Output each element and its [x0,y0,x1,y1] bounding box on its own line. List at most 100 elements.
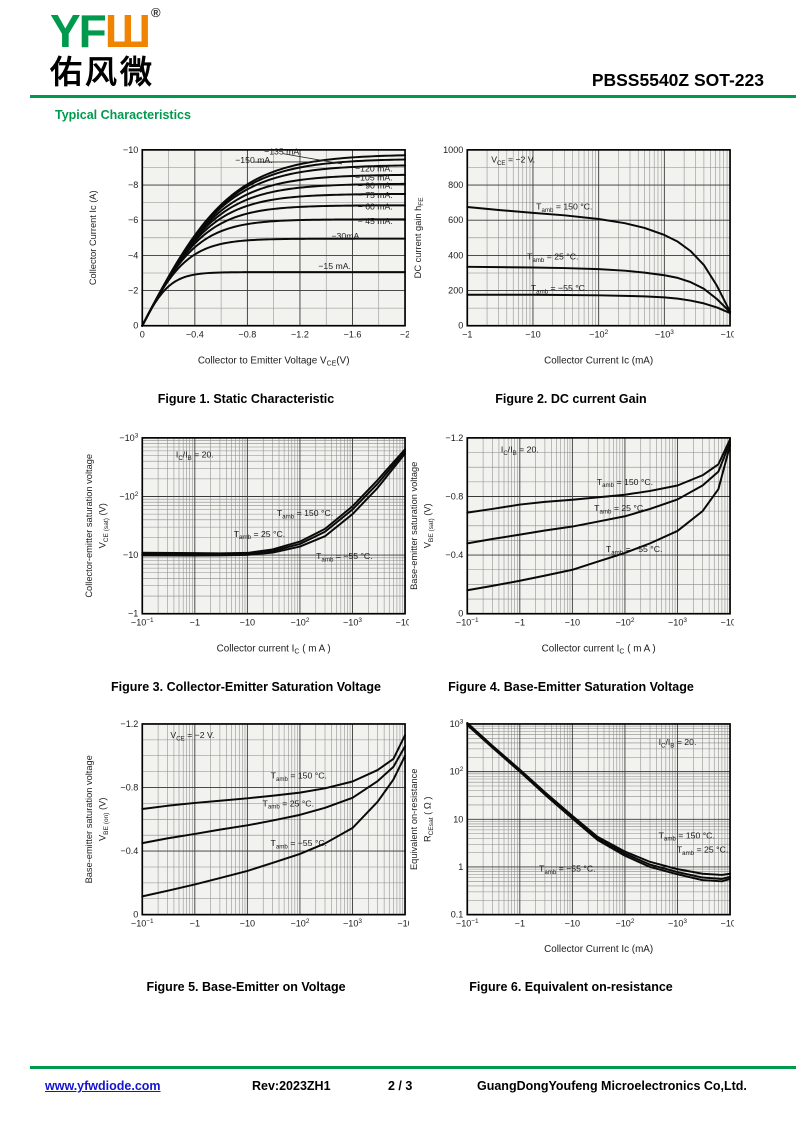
svg-text:600: 600 [448,215,463,225]
svg-text:IC/IB = 20.: IC/IB = 20. [501,445,539,457]
figure-2-chart: −1 −10 −102 −103 −104 0 200 400 600 800 1000 VCE = … [408,138,734,387]
svg-text:−103: −103 [655,329,674,339]
svg-text:−1: −1 [190,618,200,628]
figure-3-chart: −10−1−1−10−102−103−104−1−10−102−103IC/IB… [83,426,409,675]
svg-text:400: 400 [448,250,463,260]
svg-text:Base-emitter saturation voltag: Base-emitter saturation voltage [84,755,94,883]
svg-text:0: 0 [133,321,138,331]
svg-text:− 45 mA.: − 45 mA. [358,216,393,226]
svg-text:102: 102 [450,766,464,776]
revision-label: Rev:2023ZH1 [252,1079,331,1093]
logo-u-glyph: Ш [104,5,152,57]
logo-yf-text: YF [50,5,107,57]
svg-text:−1.2: −1.2 [445,433,463,443]
svg-text:−2: −2 [400,330,409,340]
svg-text:−135 mA.: −135 mA. [264,147,301,157]
svg-text:−10: −10 [565,918,580,928]
figure-1-chart: 0−0.4−0.8−1.2−1.6−20−2−4−6−8−10−135 mA.−… [83,138,409,387]
svg-text:− 75 mA.: − 75 mA. [358,190,393,200]
figure-5-chart: −10−1 −1 −10 −102 −103 −10 0 −0.4 −0.8 −1.2 VCE = … [83,712,409,975]
svg-text:−1: −1 [128,609,138,619]
svg-text:Tamb = 150 °C.: Tamb = 150 °C. [659,830,715,842]
svg-text:−0.4: −0.4 [445,550,463,560]
svg-text:−103: −103 [119,432,138,442]
svg-text:−0.8: −0.8 [445,491,463,501]
svg-text:−102: −102 [119,491,138,501]
svg-text:−10: −10 [397,918,409,928]
logo-chinese-name: 佑风微 [50,54,156,90]
svg-text:Collector-emitter saturation v: Collector-emitter saturation voltage [84,454,94,598]
section-title: Typical Characteristics [55,108,191,122]
figure-4-svg: −10−1 −1 −10 −102 −103 −104 0 −0.4 −0.8 −1.2 IC/IB… [409,433,734,656]
figure-6-svg: −10−1 −1 −10 −102 −103 −104 0.1 1 10 102 103 IC/IB … [409,719,734,956]
part-number-title: PBSS5540Z SOT-223 [591,70,764,90]
svg-text:−10−1: −10−1 [456,918,479,928]
svg-text:−0.4: −0.4 [186,330,204,340]
page-number: 2 / 3 [388,1079,413,1093]
svg-text:−8: −8 [128,180,138,190]
svg-text:−1: −1 [462,330,472,340]
footer-divider [30,1066,796,1069]
svg-text:−10−1: −10−1 [131,617,154,627]
svg-text:Collector Current Ic (mA): Collector Current Ic (mA) [544,355,653,366]
figure-6-caption: Figure 6. Equivalent on-resistance [469,980,673,994]
svg-text:103: 103 [450,719,464,729]
figure-5: −10−1 −1 −10 −102 −103 −10 0 −0.4 −0.8 −1.2 VCE = … [83,712,409,994]
svg-text:1000: 1000 [443,145,463,155]
svg-text:−102: −102 [615,918,634,928]
svg-text:VCE = −2 V.: VCE = −2 V. [170,730,214,742]
svg-text:200: 200 [448,286,463,296]
svg-text:−0.8: −0.8 [120,782,138,792]
figure-4-caption: Figure 4. Base-Emitter Saturation Voltag… [448,680,694,694]
svg-text:Collector current IC ( m A: Collector current IC ( m A ) [542,643,656,655]
svg-text:Equivalent on-resistance: Equivalent on-resistance [409,769,419,870]
svg-text:−0.8: −0.8 [238,330,256,340]
svg-text:IC/IB = 20.: IC/IB = 20. [176,449,214,461]
svg-text:−4: −4 [128,250,138,260]
svg-text:Tamb = −55 °C.: Tamb = −55 °C. [316,551,373,563]
svg-text:VBE (sat) (V): VBE (sat) (V) [423,503,435,548]
svg-text:−102: −102 [589,329,608,339]
svg-text:Tamb = −55 °C.: Tamb = −55 °C. [271,838,328,850]
svg-text:−1.2: −1.2 [291,330,309,340]
svg-text:−10: −10 [123,550,138,560]
svg-text:−1: −1 [515,918,525,928]
svg-text:0: 0 [458,321,463,331]
figure-1: 0−0.4−0.8−1.2−1.6−20−2−4−6−8−10−135 mA.−… [83,138,409,406]
svg-text:−10: −10 [240,618,255,628]
header-divider [30,95,796,98]
registered-trademark-icon: ® [151,5,161,20]
svg-text:1: 1 [458,862,463,872]
svg-text:Tamb = 25 °C.: Tamb = 25 °C. [677,845,728,857]
svg-text:Collector current IC ( m A: Collector current IC ( m A ) [217,643,331,655]
svg-text:0: 0 [458,609,463,619]
figure-3-caption: Figure 3. Collector-Emitter Saturation V… [111,680,381,694]
svg-text:Tamb = −55 °C.: Tamb = −55 °C. [539,864,596,876]
svg-text:−103: −103 [343,617,362,627]
svg-text:−104: −104 [721,329,734,339]
website-link[interactable]: www.yfwdiode.com [45,1079,161,1093]
svg-text:−103: −103 [668,617,687,627]
svg-text:−15 mA.: −15 mA. [318,261,351,271]
svg-text:−1: −1 [190,918,200,928]
svg-text:− 90 mA.: − 90 mA. [358,181,393,191]
svg-text:0: 0 [133,910,138,920]
figure-4-chart: −10−1 −1 −10 −102 −103 −104 0 −0.4 −0.8 −1.2 IC/IB… [408,426,734,675]
svg-text:−102: −102 [290,918,309,928]
svg-text:Collector to Emitter Voltage V: Collector to Emitter Voltage VCE(V) [198,355,350,367]
figure-2-caption: Figure 2. DC current Gain [495,392,647,406]
svg-text:−10−1: −10−1 [456,617,479,627]
svg-text:10: 10 [453,814,463,824]
svg-text:Tamb = 25 °C.: Tamb = 25 °C. [263,798,314,810]
figure-4: −10−1 −1 −10 −102 −103 −104 0 −0.4 −0.8 −1.2 IC/IB… [408,426,734,694]
svg-text:−1.6: −1.6 [344,330,362,340]
svg-text:−105 mA.: −105 mA. [355,173,392,183]
company-logo: YFШ® 佑风微 [50,6,161,88]
svg-text:0.1: 0.1 [451,910,464,920]
svg-text:−103: −103 [343,918,362,928]
svg-text:VCE = −2 V.: VCE = −2 V. [491,155,535,167]
svg-text:−6: −6 [128,215,138,225]
svg-text:−0.4: −0.4 [120,846,138,856]
svg-text:Tamb = 25 °C.: Tamb = 25 °C. [234,529,285,541]
svg-text:−30mA.: −30mA. [331,231,361,241]
